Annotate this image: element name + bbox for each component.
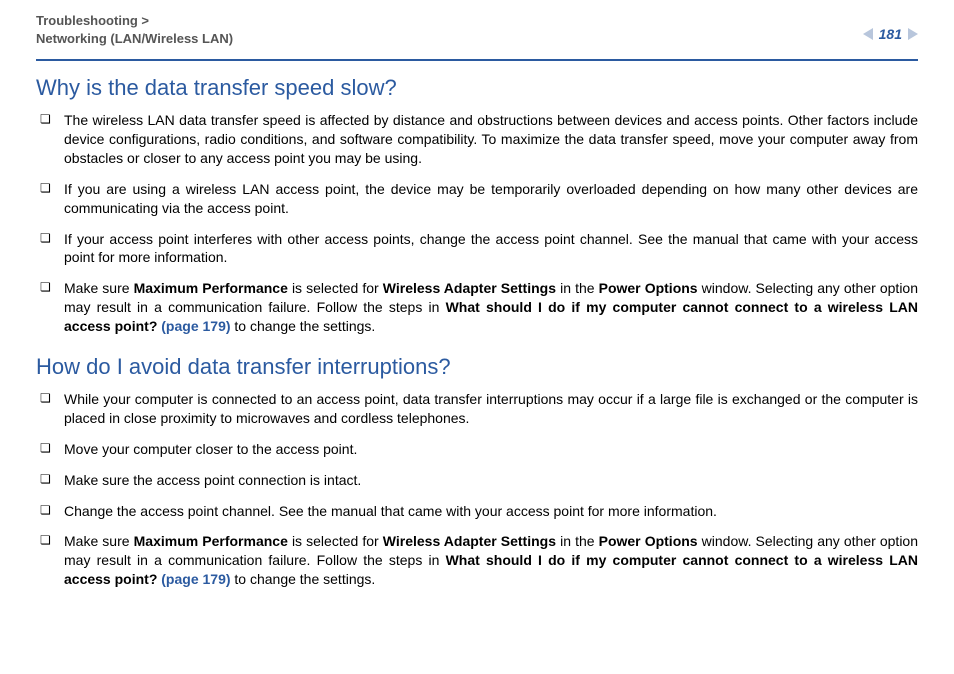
list-item: If your access point interferes with oth… <box>36 230 918 268</box>
breadcrumb: Troubleshooting > Networking (LAN/Wirele… <box>36 12 233 47</box>
list-item: While your computer is connected to an a… <box>36 390 918 428</box>
list-item: Make sure Maximum Performance is selecte… <box>36 532 918 589</box>
document-page: Troubleshooting > Networking (LAN/Wirele… <box>0 0 954 674</box>
list-item: Move your computer closer to the access … <box>36 440 918 459</box>
text-run: to change the settings. <box>231 571 376 587</box>
text-run: Make sure <box>64 533 134 549</box>
list-item: The wireless LAN data transfer speed is … <box>36 111 918 168</box>
text-run: is selected for <box>288 533 383 549</box>
bold-text: Wireless Adapter Settings <box>383 280 556 296</box>
list-item: If you are using a wireless LAN access p… <box>36 180 918 218</box>
bold-text: Maximum Performance <box>134 533 288 549</box>
text-run: to change the settings. <box>231 318 376 334</box>
page-link[interactable]: (page 179) <box>161 571 230 587</box>
section2-title: How do I avoid data transfer interruptio… <box>36 354 918 380</box>
text-run: in the <box>556 280 599 296</box>
text-run: is selected for <box>288 280 383 296</box>
bold-text: Maximum Performance <box>134 280 288 296</box>
bold-text: Wireless Adapter Settings <box>383 533 556 549</box>
next-page-icon[interactable] <box>908 28 918 40</box>
text-run: in the <box>556 533 599 549</box>
header-rule <box>36 59 918 61</box>
list-item: Make sure Maximum Performance is selecte… <box>36 279 918 336</box>
list-item: Make sure the access point connection is… <box>36 471 918 490</box>
breadcrumb-line1: Troubleshooting > <box>36 12 233 30</box>
section1-title: Why is the data transfer speed slow? <box>36 75 918 101</box>
text-run: Make sure <box>64 280 134 296</box>
breadcrumb-line2: Networking (LAN/Wireless LAN) <box>36 30 233 48</box>
page-number: 181 <box>879 26 902 42</box>
bold-text: Power Options <box>599 533 698 549</box>
page-content: Why is the data transfer speed slow? The… <box>0 75 954 589</box>
bold-text: Power Options <box>599 280 698 296</box>
prev-page-icon[interactable] <box>863 28 873 40</box>
section1-list: The wireless LAN data transfer speed is … <box>36 111 918 336</box>
section2-list: While your computer is connected to an a… <box>36 390 918 589</box>
list-item: Change the access point channel. See the… <box>36 502 918 521</box>
page-number-nav: 181 <box>863 26 918 42</box>
page-header: Troubleshooting > Networking (LAN/Wirele… <box>0 0 954 53</box>
page-link[interactable]: (page 179) <box>161 318 230 334</box>
